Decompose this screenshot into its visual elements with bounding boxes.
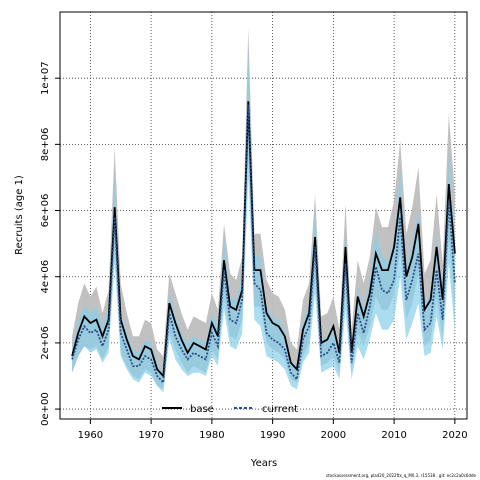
legend: base current [162,404,298,415]
axes: 1960 1970 1980 1990 2000 2010 2020 0e+00 2e+06 4e… [40,61,468,441]
series-lines [71,101,456,385]
x-tick-label-1990: 1990 [260,430,285,441]
series-line-base [71,101,456,379]
x-tick-label-2020: 2020 [442,430,467,441]
x-tick-label-2010: 2010 [381,430,406,441]
legend-base-label: base [190,404,214,415]
legend-current-label: current [262,404,298,415]
y-tick-label-8000000: 8e+06 [40,128,51,162]
x-tick-label-1970: 1970 [138,430,163,441]
x-tick-label-2000: 2000 [321,430,346,441]
y-tick-label-4000000: 4e+06 [40,260,51,294]
y-tick-label-0: 0e+00 [40,392,51,426]
footer-caption: stockassessment.org, pla420_2022ftx_q_M0… [326,473,476,478]
y-axis-label: Recruits (age 1) [14,175,25,255]
y-tick-label-2000000: 2e+06 [40,326,51,360]
y-tick-label-6000000: 6e+06 [40,194,51,228]
x-tick-label-1960: 1960 [78,430,103,441]
y-tick-label-10000000: 1e+07 [40,61,51,95]
x-axis-label: Years [250,458,277,469]
plot-frame [59,11,468,420]
x-tick-label-1980: 1980 [199,430,224,441]
band-current [72,51,455,393]
